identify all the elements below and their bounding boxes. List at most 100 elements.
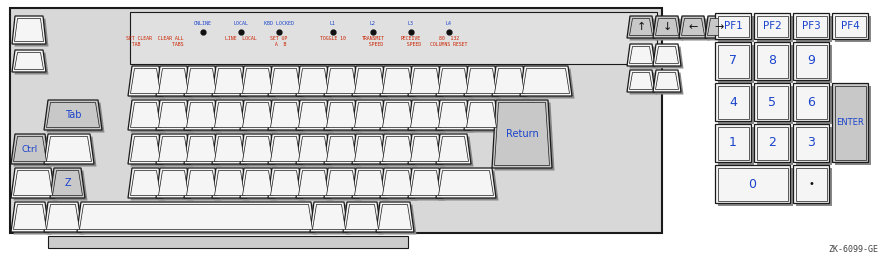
Polygon shape [382,137,418,167]
Polygon shape [327,103,357,128]
Text: →: → [714,22,724,32]
Bar [793,124,829,162]
Polygon shape [352,66,387,96]
Polygon shape [436,168,496,198]
Polygon shape [13,137,51,167]
Text: 7: 7 [729,55,737,68]
Polygon shape [271,68,301,93]
Polygon shape [681,19,704,35]
Polygon shape [382,137,412,162]
Polygon shape [352,134,387,164]
Bar [793,13,829,39]
Polygon shape [327,68,357,93]
Text: Tab: Tab [65,110,81,120]
Polygon shape [128,168,163,198]
Bar [835,86,866,159]
Polygon shape [212,66,247,96]
Polygon shape [128,66,163,96]
Bar [796,15,827,37]
Text: 6: 6 [807,96,815,109]
Text: L4: L4 [446,21,452,26]
Bar [757,16,793,42]
Text: 5: 5 [768,96,776,109]
Bar [835,86,871,165]
Polygon shape [656,19,679,35]
Bar [48,236,408,248]
Text: 0: 0 [749,177,757,191]
Polygon shape [408,66,443,96]
Polygon shape [327,137,357,162]
Polygon shape [656,19,683,40]
Polygon shape [495,103,555,170]
Polygon shape [268,66,303,96]
Polygon shape [312,205,350,234]
Text: PF3: PF3 [802,21,820,31]
Polygon shape [438,68,473,98]
Polygon shape [629,46,658,68]
Bar [10,8,662,233]
Text: •: • [808,179,814,189]
Polygon shape [345,205,383,234]
Polygon shape [522,68,574,98]
Bar [796,127,832,165]
Polygon shape [464,66,499,96]
Polygon shape [324,66,359,96]
Bar [715,165,790,203]
Polygon shape [380,100,415,130]
Polygon shape [212,134,247,164]
Polygon shape [156,168,191,198]
Polygon shape [327,68,361,98]
Polygon shape [187,103,221,133]
Polygon shape [271,170,305,200]
Polygon shape [12,50,46,72]
Bar [718,86,749,118]
Bar [715,42,751,80]
Bar [796,168,827,200]
Polygon shape [158,103,189,128]
Text: SET UP
 A  B: SET UP A B [271,36,288,47]
Polygon shape [522,68,570,93]
Polygon shape [128,100,163,130]
Text: ↑: ↑ [636,22,646,32]
Text: L3: L3 [408,21,414,26]
Polygon shape [268,168,303,198]
Polygon shape [653,44,681,66]
Polygon shape [355,137,389,167]
Text: 4: 4 [729,96,737,109]
Polygon shape [214,103,250,133]
Polygon shape [355,137,384,162]
Polygon shape [411,103,445,133]
Bar [796,44,827,78]
Polygon shape [268,134,303,164]
Polygon shape [679,16,707,38]
Text: 2: 2 [768,137,776,150]
Polygon shape [411,137,441,162]
Polygon shape [158,103,194,133]
Polygon shape [271,170,301,195]
Bar [718,44,749,78]
Polygon shape [438,170,498,200]
Bar [796,168,832,206]
Polygon shape [158,170,194,200]
Polygon shape [298,103,334,133]
Polygon shape [184,66,219,96]
Polygon shape [184,100,219,130]
Polygon shape [310,202,348,232]
Polygon shape [187,170,221,200]
Polygon shape [47,103,104,133]
Polygon shape [271,103,301,128]
Polygon shape [436,100,471,130]
Polygon shape [345,205,379,229]
Polygon shape [411,170,441,195]
Polygon shape [355,68,384,93]
Text: ↓: ↓ [662,22,672,32]
Text: 9: 9 [807,55,815,68]
Polygon shape [130,103,160,128]
Polygon shape [47,205,84,234]
Bar [796,86,827,118]
Polygon shape [327,103,361,133]
Text: RECEIVE
  SPEED: RECEIVE SPEED [401,36,421,47]
Polygon shape [298,137,334,167]
Polygon shape [355,170,389,200]
Polygon shape [656,73,683,94]
